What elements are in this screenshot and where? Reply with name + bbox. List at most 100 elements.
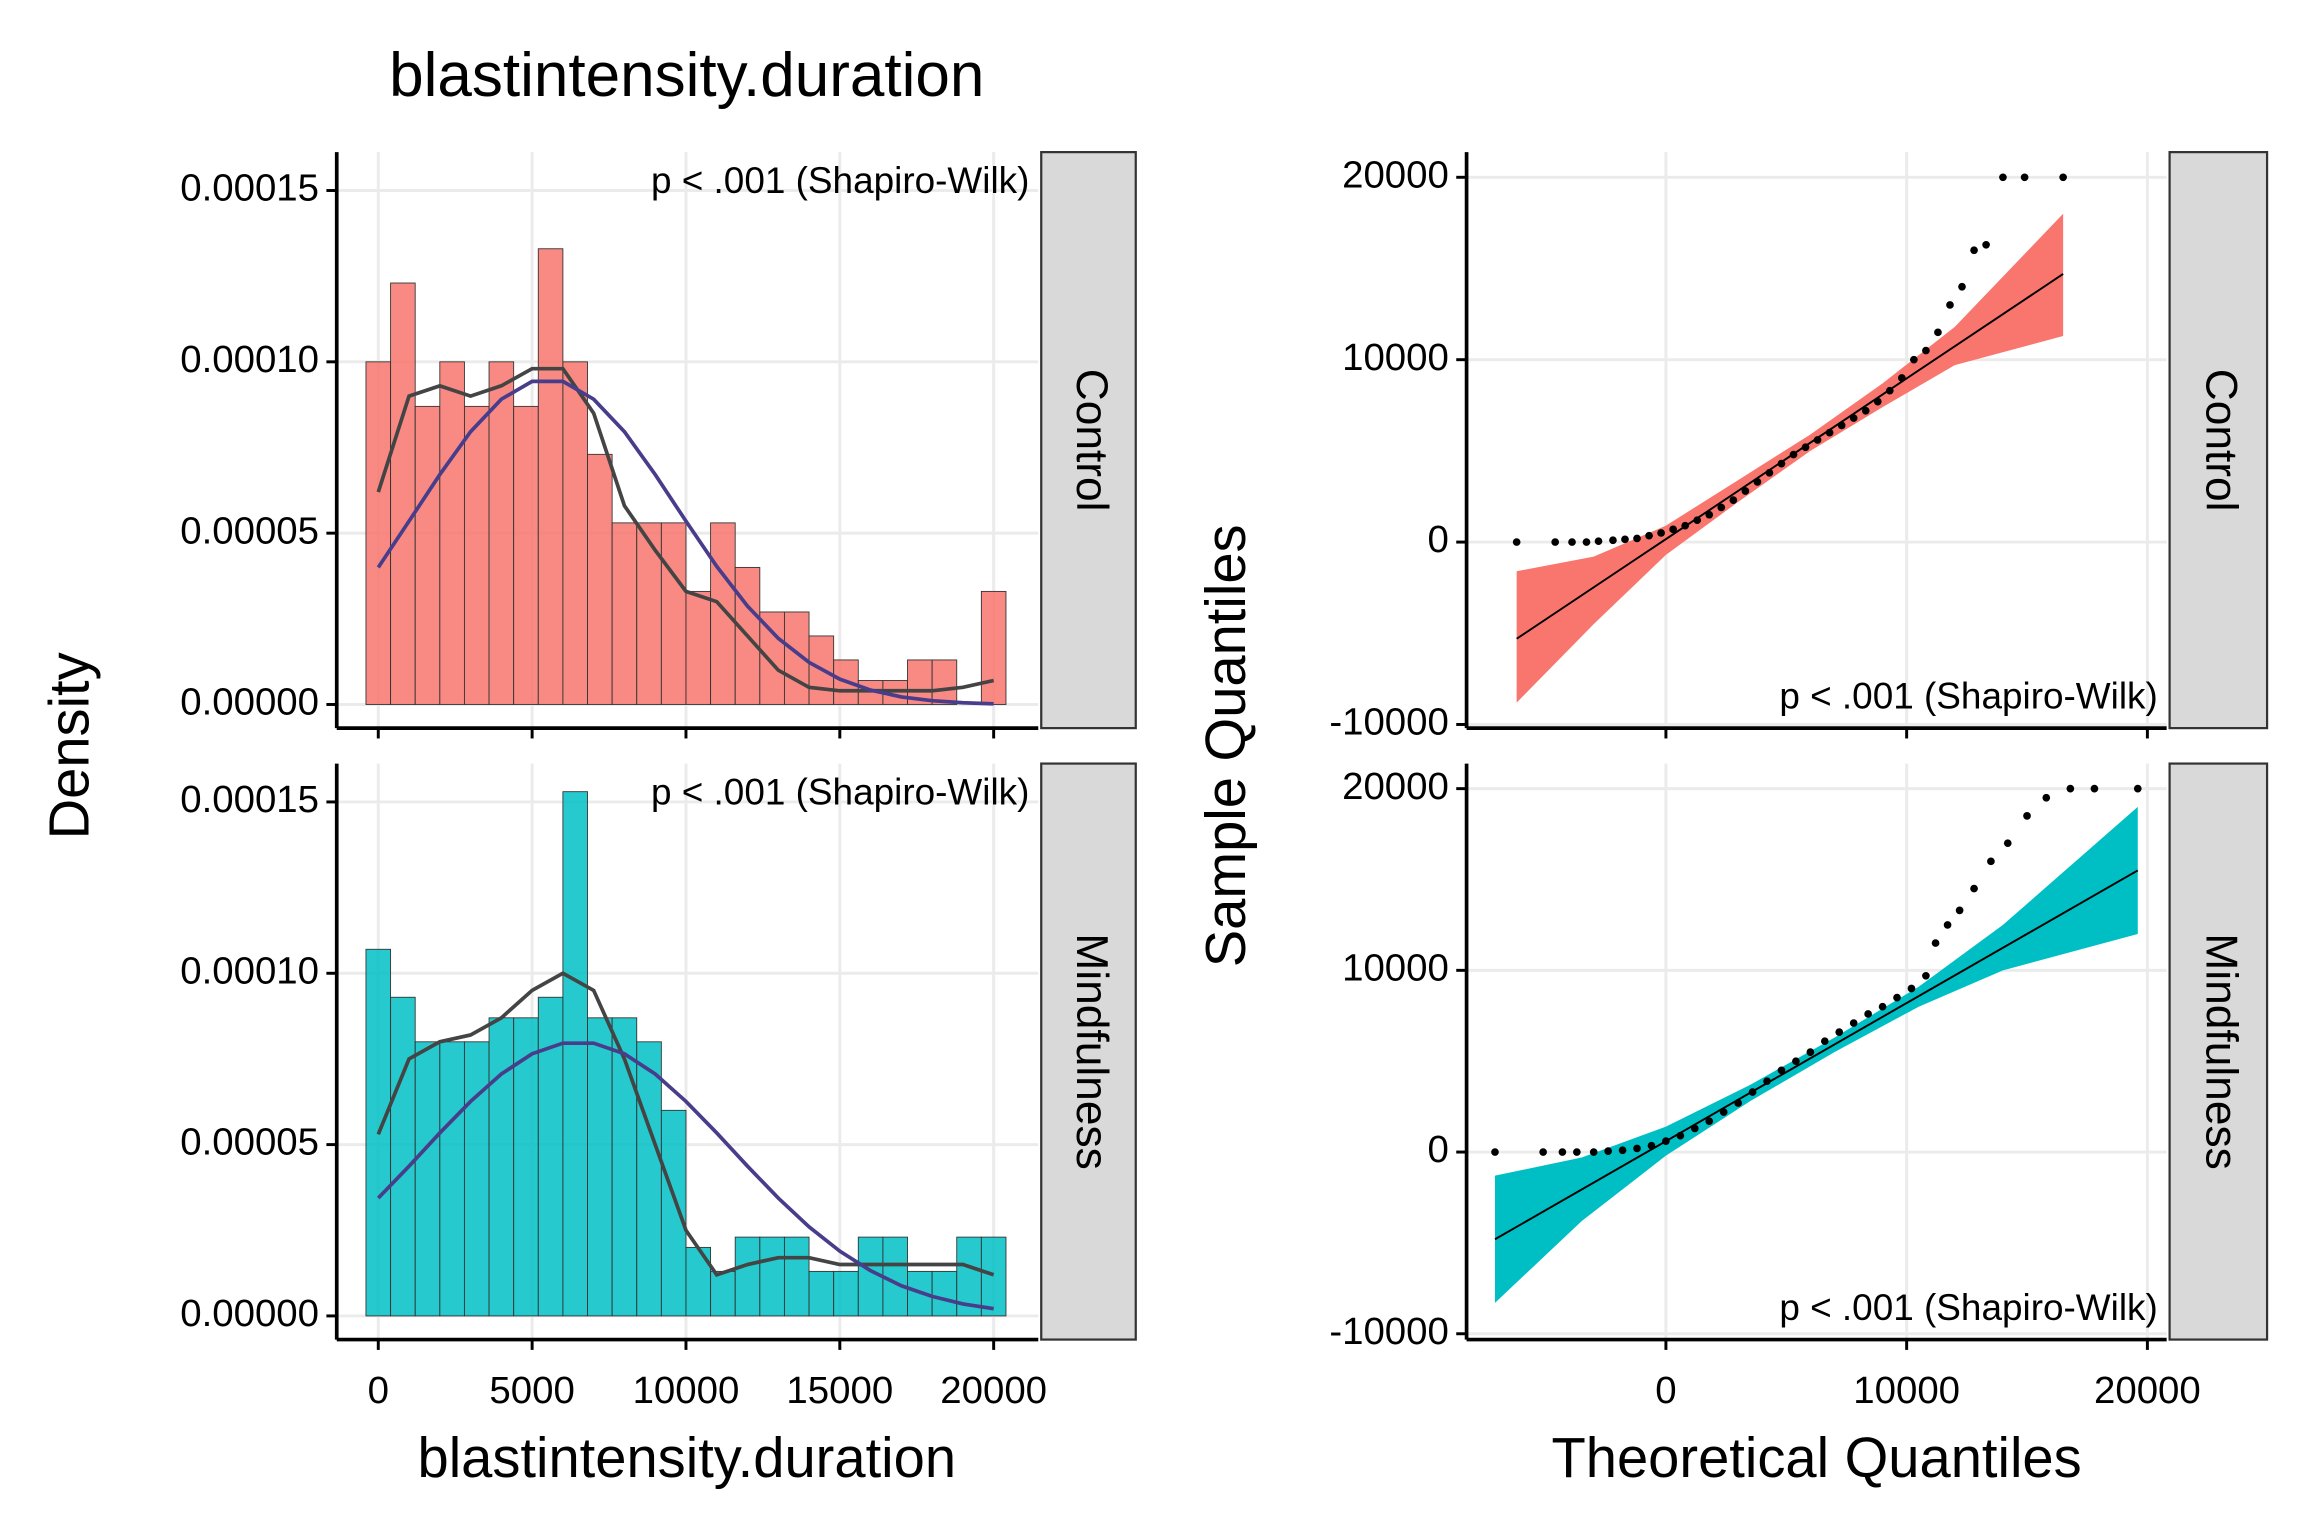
y-tick-label: 10000 [1342, 946, 1449, 989]
qq-point [1582, 538, 1591, 546]
histogram-bar [439, 361, 465, 705]
histogram-bar [710, 1270, 736, 1317]
histogram-bar [685, 590, 712, 705]
facet-strip [1040, 762, 1137, 1341]
qq-point [1861, 406, 1870, 415]
qq-point [1729, 496, 1738, 504]
x-axis-label: Theoretical Quantiles [1552, 1426, 2082, 1489]
qq-point [1777, 1066, 1786, 1075]
histogram-bar [833, 1270, 859, 1317]
qq-point [1676, 1131, 1685, 1140]
qq-point [1946, 301, 1954, 309]
y-tick-label: -10000 [1329, 1310, 1449, 1353]
qq-point [1558, 1148, 1567, 1156]
qq-point [1748, 1088, 1757, 1096]
histogram-bar [636, 522, 662, 705]
histogram-bar [439, 1041, 465, 1317]
x-tick-label: 20000 [940, 1369, 1047, 1412]
density-curve [376, 971, 995, 1277]
qq-point [1813, 436, 1822, 444]
histogram-bar [365, 361, 392, 705]
facet-label: Mindfulness [1067, 933, 1116, 1169]
y-tick-label: 0.00010 [180, 338, 319, 381]
x-tick-label: 0 [368, 1369, 389, 1412]
qq-point [1690, 1124, 1699, 1133]
qq-point [1987, 857, 1995, 866]
qq-point [1907, 984, 1916, 993]
histogram-bar [488, 361, 515, 705]
qq-point [1573, 1148, 1581, 1156]
facet-strip [2168, 151, 2269, 730]
histogram-bar [488, 1017, 515, 1317]
qq-point [1792, 1057, 1800, 1066]
qq-point [1873, 397, 1882, 406]
annotation: p < .001 (Shapiro-Wilk) [651, 771, 1029, 812]
qq-point [1864, 1010, 1872, 1018]
qq-point [1943, 921, 1952, 929]
qq-point [1934, 328, 1942, 337]
qq-point [1621, 535, 1629, 544]
histogram-bar [931, 659, 958, 705]
qq-point [1982, 240, 1990, 249]
facet-label: Mindfulness [2197, 933, 2246, 1169]
facet-label: Control [1067, 369, 1116, 512]
qq-point [1801, 443, 1810, 452]
x-tick-label: 20000 [2094, 1369, 2201, 1412]
qq-point [2023, 812, 2031, 820]
y-tick-label: 0.00005 [180, 509, 319, 552]
annotation: p < .001 (Shapiro-Wilk) [1779, 675, 2157, 716]
y-tick-label: 0.00010 [180, 949, 319, 992]
y-axis-label: Density [38, 652, 101, 839]
qq-point [1835, 1028, 1844, 1036]
qq-point [1893, 993, 1901, 1002]
qq-point [1820, 1037, 1829, 1046]
qq-point [1765, 468, 1774, 477]
x-tick-label: 10000 [1853, 1369, 1960, 1412]
qq-point [1970, 246, 1978, 255]
histogram-bar [562, 361, 588, 705]
qq-point [1789, 450, 1798, 459]
qq-point [1669, 525, 1677, 534]
histogram-bar [808, 1270, 835, 1317]
qq-point [1568, 538, 1576, 546]
qq-point [1806, 1048, 1815, 1056]
qq-point [1618, 1146, 1627, 1155]
facet-label: Control [2197, 369, 2246, 512]
qq-point [1633, 534, 1641, 543]
histogram-bar [710, 522, 736, 705]
y-tick-label: 0.00005 [180, 1121, 319, 1164]
histogram-bar [537, 248, 564, 705]
y-tick-label: 20000 [1342, 153, 1449, 196]
qq-point [1741, 487, 1750, 495]
qq-point [2042, 793, 2051, 802]
histogram-bar [513, 405, 539, 705]
qq-point [1681, 521, 1690, 530]
histogram-bar [611, 522, 638, 705]
qq-point [1753, 478, 1762, 486]
qq-point [1922, 971, 1930, 980]
qq-point [1645, 531, 1653, 540]
histogram-bar [783, 1236, 810, 1317]
qq-point [1910, 355, 1918, 364]
qq-point [1512, 538, 1521, 546]
histogram-bar [390, 282, 416, 705]
histogram-bar [980, 590, 1007, 705]
qq-point [1705, 510, 1714, 519]
histogram-bar [636, 1041, 662, 1317]
y-axis-label: Sample Quantiles [1194, 524, 1257, 967]
histogram-bar [611, 1017, 638, 1317]
qq-point [1633, 1144, 1641, 1153]
qq-point [1719, 1108, 1728, 1116]
qq-point [2066, 784, 2075, 793]
qq-point [1734, 1099, 1742, 1107]
qq-point [1849, 414, 1858, 422]
qq-point [1885, 386, 1894, 395]
qq-point [1878, 1002, 1887, 1011]
histogram-bar [759, 611, 785, 705]
histogram-bar [808, 635, 835, 705]
x-tick-label: 0 [1655, 1369, 1676, 1412]
qq-point [1825, 428, 1834, 437]
qq-point [2020, 173, 2029, 182]
